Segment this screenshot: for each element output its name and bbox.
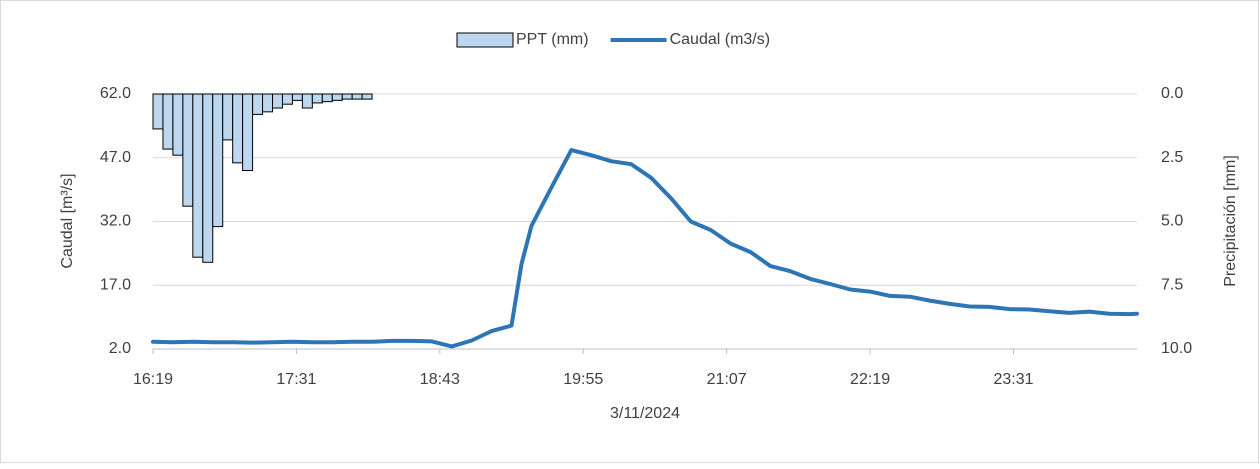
- bar: [311, 93, 323, 104]
- y2-tick-label: 0.0: [1161, 85, 1183, 102]
- bar: [242, 93, 254, 171]
- bar: [152, 93, 164, 130]
- bar: [331, 93, 343, 101]
- bar: [232, 93, 244, 164]
- bar: [272, 93, 283, 109]
- legend-label: PPT (mm): [516, 31, 589, 48]
- legend-swatch: [456, 32, 514, 48]
- bar: [162, 93, 174, 150]
- bar: [281, 93, 293, 105]
- y-tick-label: 2.0: [109, 340, 131, 357]
- bar: [222, 93, 234, 141]
- bar: [252, 93, 264, 115]
- x-tick-label: 19:55: [563, 371, 603, 388]
- line: [151, 148, 1139, 349]
- bar: [262, 93, 274, 113]
- y2-tick-label: 7.5: [1161, 276, 1183, 293]
- y2-axis-title: Precipitación [mm]: [1222, 155, 1239, 287]
- y-tick-label: 17.0: [100, 276, 131, 293]
- bar: [172, 93, 184, 156]
- bar: [351, 93, 363, 100]
- y2-tick-label: 10.0: [1161, 340, 1192, 357]
- y-tick-label: 62.0: [100, 85, 131, 102]
- x-tick-label: 21:07: [707, 371, 747, 388]
- y2-tick-label: 5.0: [1161, 213, 1183, 230]
- y-axis-title: Caudal [m³/s]: [59, 173, 76, 268]
- bar: [202, 93, 214, 263]
- y-tick-label: 47.0: [100, 149, 131, 166]
- bar: [192, 93, 204, 258]
- bar: [212, 93, 224, 228]
- x-tick-label: 23:31: [993, 371, 1033, 388]
- x-tick-label: 22:19: [850, 371, 890, 388]
- y2-tick-label: 2.5: [1161, 149, 1183, 166]
- bar: [291, 93, 303, 101]
- y-tick-label: 32.0: [100, 213, 131, 230]
- bar: [182, 93, 194, 207]
- bar: [361, 93, 373, 100]
- x-axis-title: 3/11/2024: [610, 405, 680, 422]
- x-tick-label: 17:31: [276, 371, 316, 388]
- bar: [341, 93, 353, 100]
- bar: [321, 93, 333, 103]
- bar: [301, 93, 313, 109]
- x-tick-label: 16:19: [133, 371, 173, 388]
- x-tick-label: 18:43: [420, 371, 460, 388]
- legend-label: Caudal (m3/s): [670, 31, 770, 48]
